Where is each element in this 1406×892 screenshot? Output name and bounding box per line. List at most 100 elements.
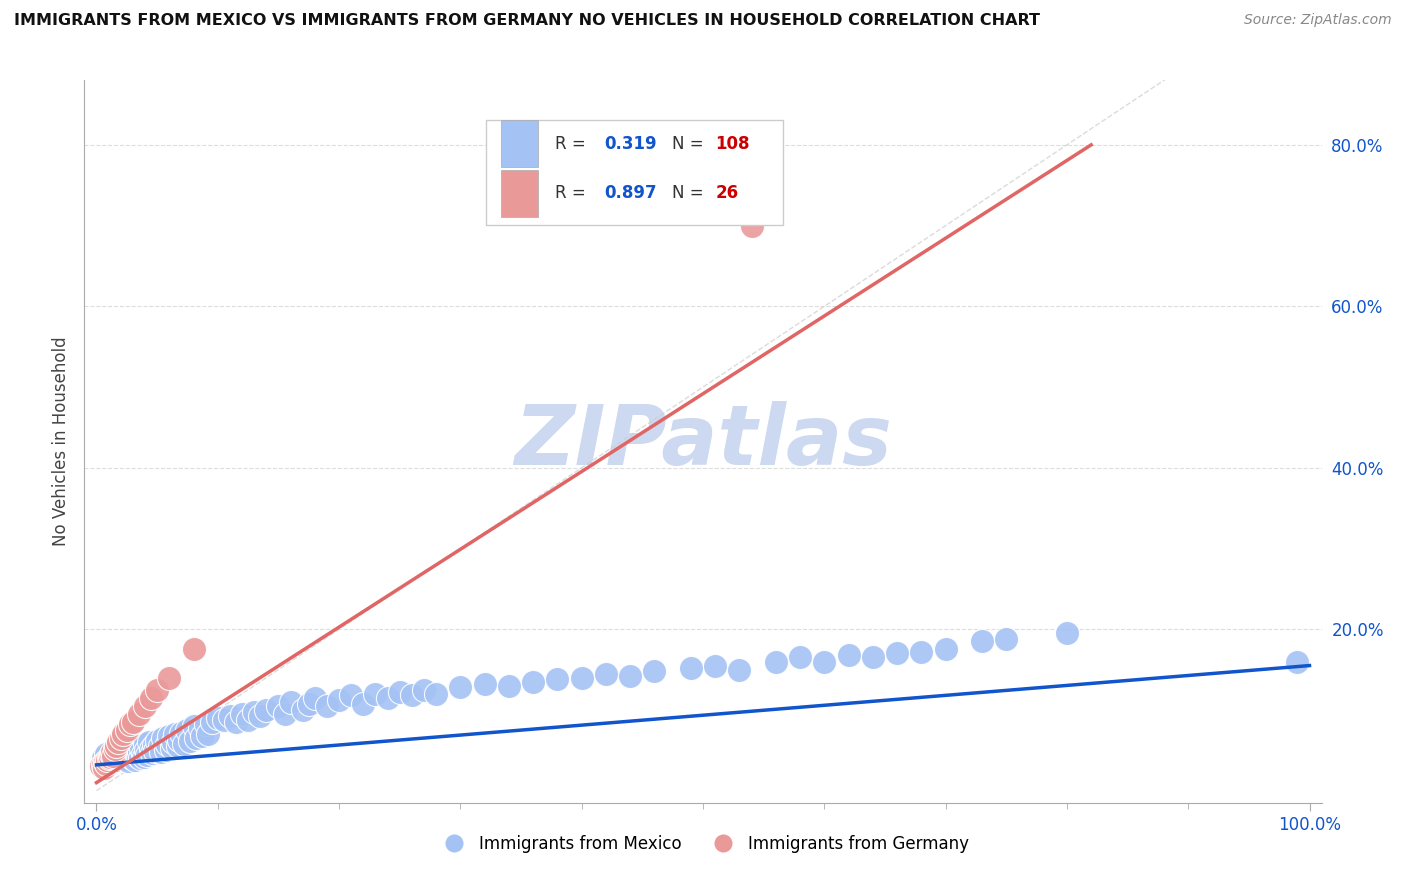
Point (112, 747, 135, 761)
Point (179, 733, 201, 747)
Point (100, 747, 122, 762)
Point (136, 748, 159, 763)
Point (425, 687, 447, 701)
Point (143, 744, 166, 758)
Text: R =: R = (554, 184, 591, 202)
Point (96, 747, 118, 762)
Point (201, 714, 224, 729)
Point (498, 679, 520, 693)
Point (107, 753, 129, 767)
Point (100, 749, 122, 764)
Point (704, 658, 727, 673)
Point (156, 737, 179, 751)
Bar (502, 169, 538, 217)
Y-axis label: No Vehicles in Household: No Vehicles in Household (52, 336, 70, 547)
Point (413, 682, 436, 697)
Point (141, 746, 163, 760)
Point (886, 647, 908, 661)
Point (236, 713, 259, 727)
Point (94, 756, 117, 770)
Point (135, 743, 157, 757)
Point (298, 697, 321, 711)
Point (104, 743, 127, 757)
Point (167, 732, 190, 747)
Point (316, 698, 339, 713)
Point (838, 648, 860, 662)
Point (595, 666, 617, 681)
Point (115, 748, 138, 763)
Text: 26: 26 (716, 184, 738, 202)
Point (127, 749, 149, 764)
Point (173, 737, 195, 751)
Point (765, 655, 787, 669)
Point (120, 741, 142, 756)
Point (191, 729, 214, 743)
Point (212, 713, 235, 727)
Point (125, 739, 148, 754)
Point (134, 698, 156, 713)
Text: 0.319: 0.319 (605, 135, 657, 153)
Point (122, 714, 145, 729)
Legend: Immigrants from Mexico, Immigrants from Germany: Immigrants from Mexico, Immigrants from … (430, 828, 976, 860)
Point (157, 671, 180, 685)
Point (91, 751, 114, 765)
FancyBboxPatch shape (486, 120, 783, 225)
Point (110, 749, 132, 764)
Point (104, 741, 127, 756)
Point (111, 752, 134, 766)
Point (340, 689, 363, 703)
Point (96, 757, 118, 772)
Point (197, 727, 219, 741)
Point (449, 681, 471, 695)
Point (1056, 626, 1078, 640)
Point (328, 693, 350, 707)
Point (679, 661, 702, 675)
Point (131, 747, 153, 761)
Point (162, 735, 184, 749)
Text: IMMIGRANTS FROM MEXICO VS IMMIGRANTS FROM GERMANY NO VEHICLES IN HOUSEHOLD CORRE: IMMIGRANTS FROM MEXICO VS IMMIGRANTS FRO… (14, 13, 1040, 29)
Point (98, 749, 121, 764)
Point (90, 759, 112, 773)
Point (166, 739, 188, 754)
Point (112, 727, 135, 741)
Point (112, 750, 135, 764)
Point (643, 664, 665, 678)
Point (207, 711, 229, 725)
Point (291, 703, 314, 717)
Point (115, 723, 138, 738)
Point (352, 697, 374, 711)
Point (619, 669, 641, 683)
Point (146, 733, 169, 747)
Point (273, 706, 295, 721)
Point (97, 751, 120, 765)
Point (107, 735, 129, 749)
Point (377, 690, 399, 705)
Point (94, 756, 117, 770)
Point (134, 737, 156, 751)
Point (128, 706, 150, 721)
Point (304, 690, 326, 705)
Point (101, 745, 124, 759)
Point (176, 723, 198, 738)
Point (120, 717, 142, 731)
Point (121, 750, 143, 764)
Point (231, 706, 253, 721)
Point (522, 674, 544, 689)
Text: 108: 108 (716, 135, 749, 153)
Point (139, 690, 162, 705)
Point (91, 757, 114, 772)
Point (128, 745, 150, 759)
Point (131, 740, 153, 755)
Point (146, 682, 169, 697)
Point (910, 645, 932, 659)
Point (183, 719, 205, 733)
Point (157, 729, 180, 743)
Point (546, 673, 568, 687)
Point (183, 642, 205, 657)
Point (96, 753, 118, 767)
Point (122, 747, 145, 762)
Point (138, 735, 160, 749)
Point (124, 753, 146, 767)
Point (219, 709, 242, 723)
Text: Source: ZipAtlas.com: Source: ZipAtlas.com (1244, 13, 1392, 28)
